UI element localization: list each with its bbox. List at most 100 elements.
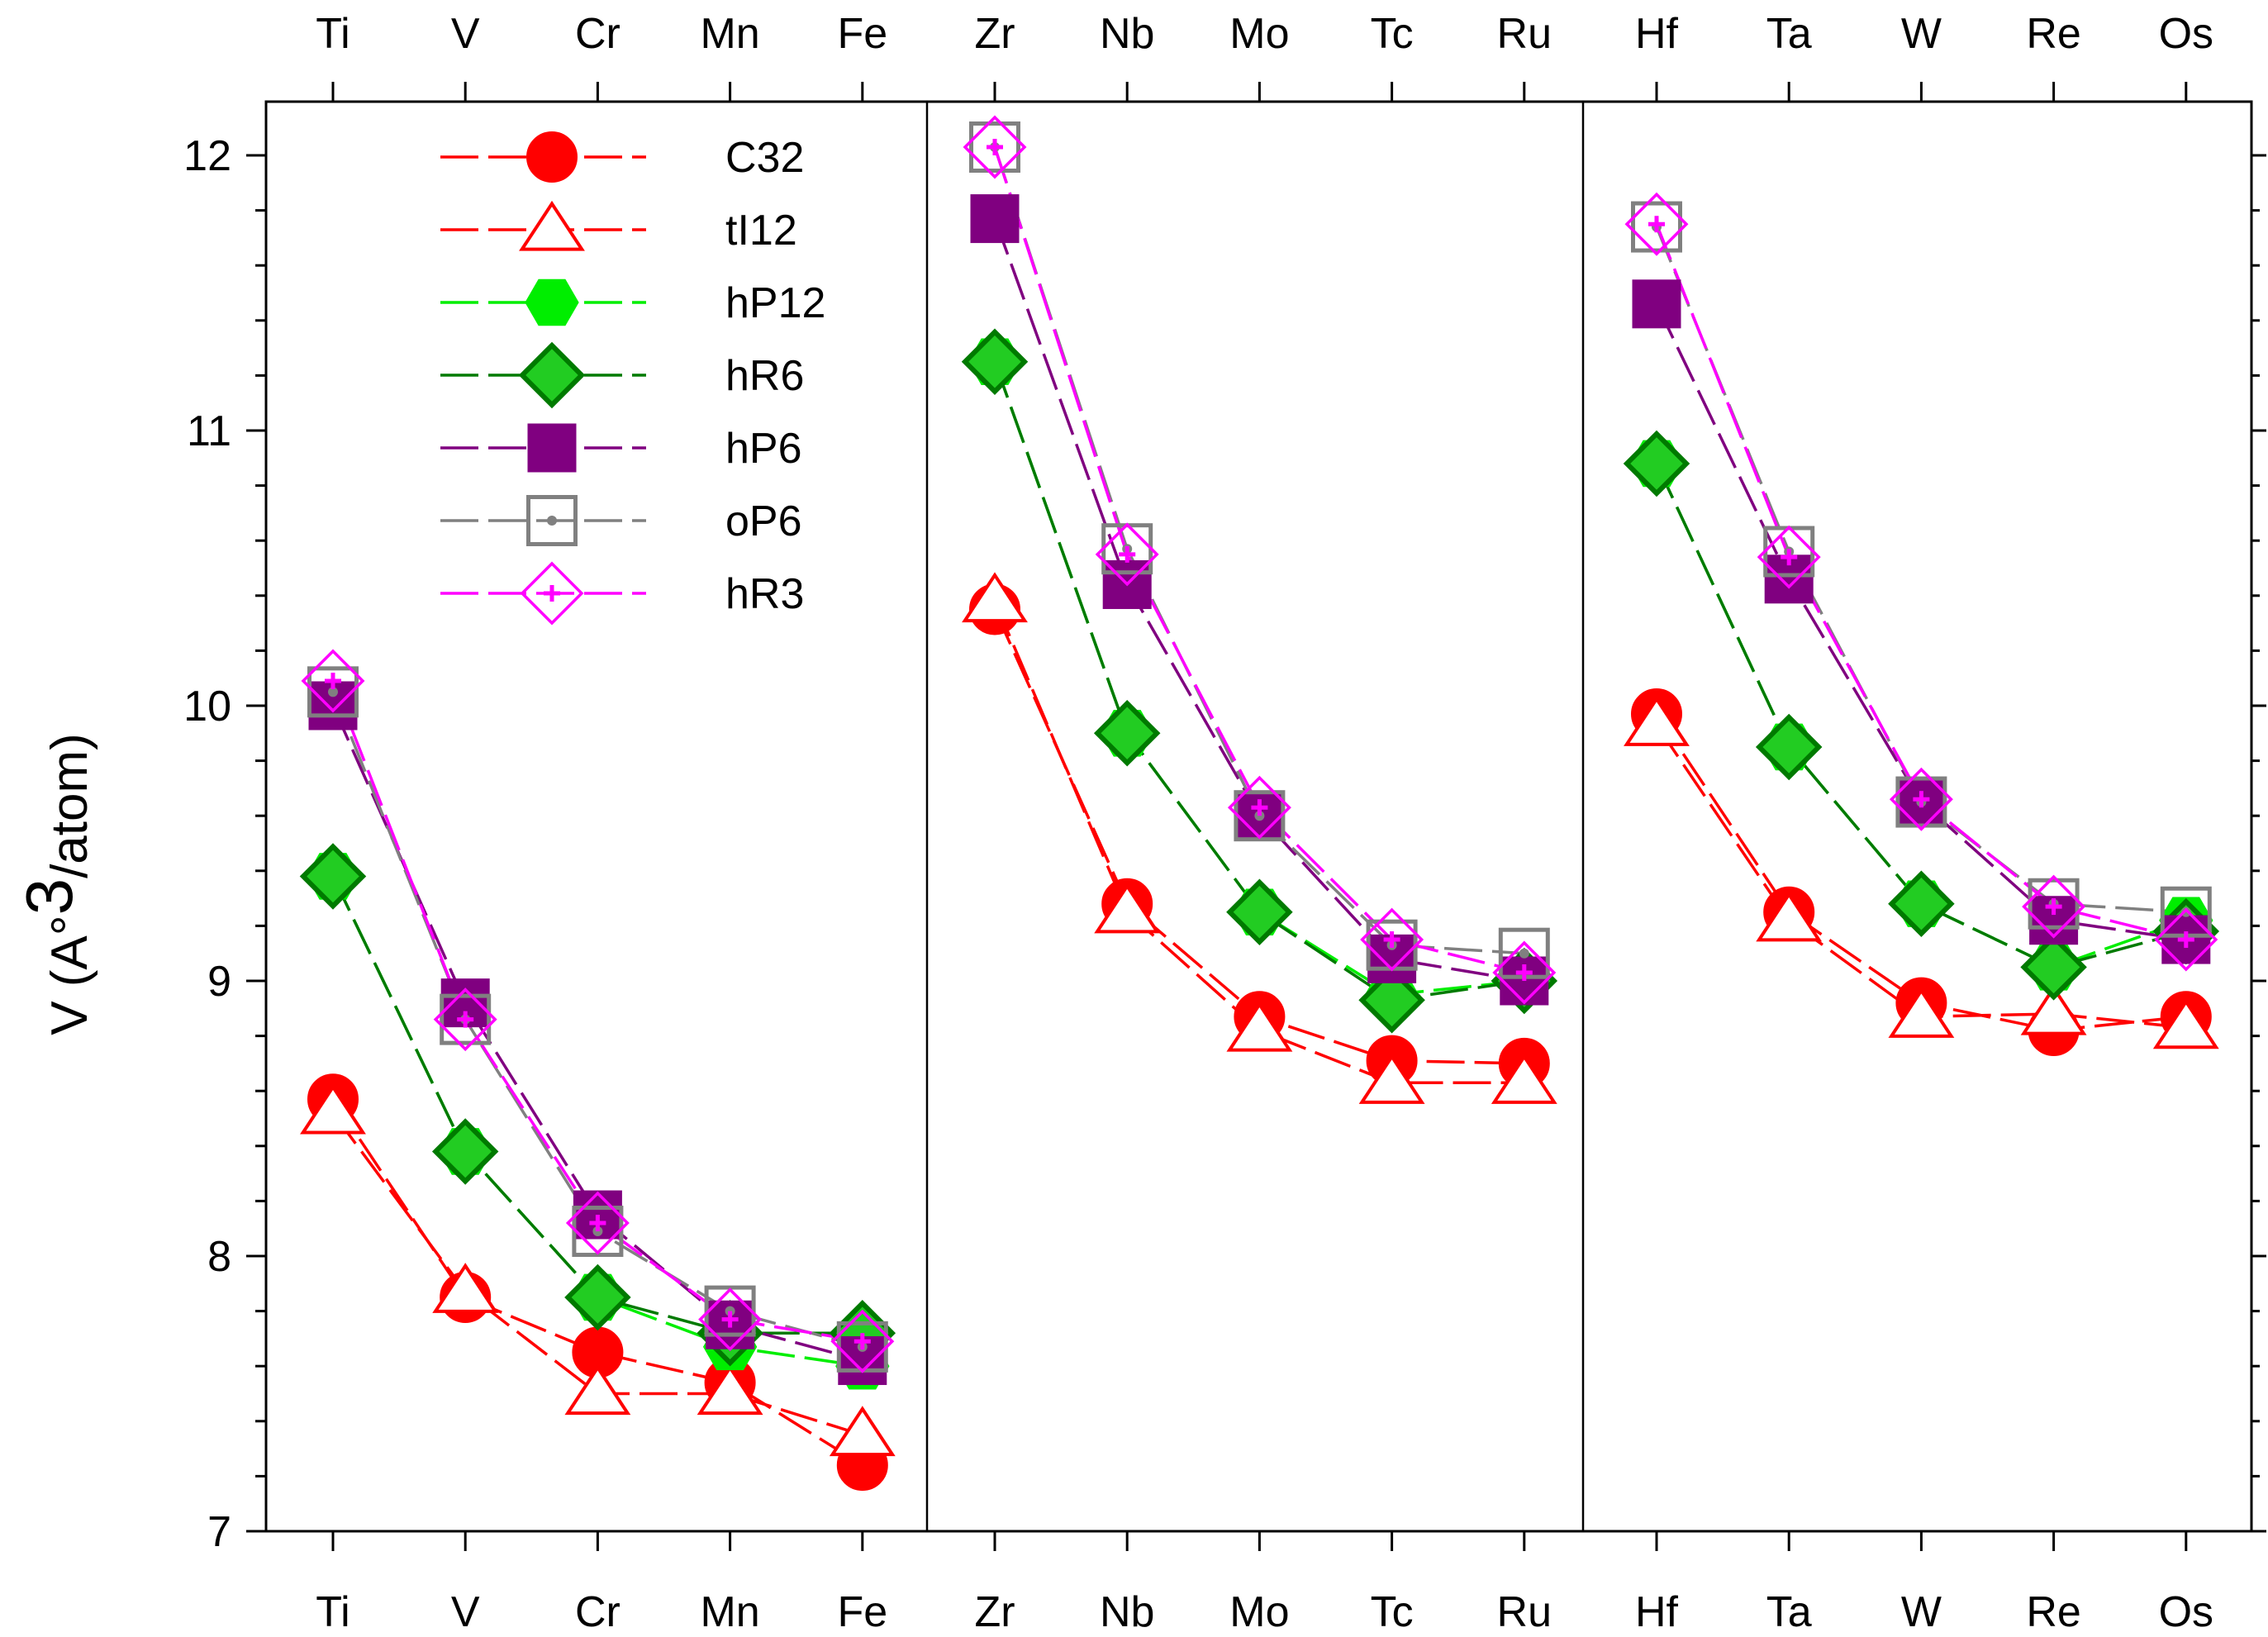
marker-ti12-fe [829,1406,896,1457]
marker-ti12-ta [1756,891,1823,942]
marker-hr3-mn [698,1287,763,1352]
x-tick-label-top: Ti [316,10,349,58]
series-markers [299,115,2220,1492]
marker-hr3-re [2022,874,2086,939]
x-tick-label-bottom: Mo [1229,1588,1289,1636]
marker-ti12-w [1888,987,1955,1038]
series-line-hr3-group-2 [993,146,1525,974]
marker-hr6-zr [961,328,1029,395]
legend-marker-hr6 [518,341,586,409]
series-line-hr6-group-3 [1655,463,2187,969]
x-tick-label-top: Tc [1371,10,1414,58]
x-tick-label-top: Fe [837,10,887,58]
marker-ti12-ru [1491,1054,1557,1104]
tick-labels: 7 8 9 10 11 12 Ti Ti V V Cr Cr Mn Mn Fe Fe Zr Zr Nb Nb Mo Mo T… [183,10,2213,1636]
marker-ti12-hf [1624,696,1690,746]
marker-op6-ti [307,666,359,718]
marker-hp6-hf [1632,279,1681,329]
marker-ti12-v [432,1263,499,1313]
marker-ti12-tc [1358,1054,1425,1104]
y-axis-title: V (A°3/atom) [12,733,98,1035]
y-tick-label: 10 [183,683,231,730]
marker-hp6-zr [970,194,1020,244]
marker-hr6-nb [1093,700,1161,767]
x-tick-label-top: Mo [1229,10,1289,58]
x-tick-label-bottom: Fe [837,1588,887,1636]
marker-hr3-zr [963,115,1027,179]
y-tick-label: 11 [187,407,231,455]
legend-entry-ti12: tI12 [440,200,797,255]
marker-hr3-fe [830,1309,895,1373]
legend-entry-hp6: hP6 [440,423,802,473]
legend-label-hp12: hP12 [725,279,825,327]
x-tick-label-bottom: Mn [700,1588,759,1636]
y-tick-label: 12 [183,132,231,180]
marker-hr6-re [2020,934,2087,1001]
legend: C32 tI12 hP12 hR6 hP6 oP6 hR3 [440,131,825,626]
marker-hr3-os [2154,907,2218,972]
legend-entry-c32: C32 [440,131,804,183]
x-tick-label-top: Os [2159,10,2213,58]
x-tick-label-bottom: Ru [1497,1588,1552,1636]
legend-entry-hp12: hP12 [440,278,825,327]
axes-frame [246,82,2266,1551]
x-tick-label-top: Mn [700,10,759,58]
marker-hr6-hf [1623,430,1690,497]
marker-hr6-w [1888,870,1955,938]
marker-hr3-ru [1492,940,1557,1005]
x-tick-label-top: Cr [575,10,620,58]
x-tick-label-top: Hf [1635,10,1679,58]
x-tick-label-top: Ru [1497,10,1552,58]
marker-ti12-nb [1094,883,1161,934]
y-tick-label: 8 [207,1233,231,1281]
marker-ti12-re [2020,984,2087,1035]
marker-ti12-mo [1226,1001,1293,1052]
marker-hr3-ti [301,649,365,713]
x-tick-label-bottom: Tc [1371,1588,1414,1636]
marker-hr6-cr [564,1263,631,1331]
marker-hr6-mo [1226,878,1293,945]
marker-hr6-tc [1358,967,1425,1034]
x-tick-label-top: Zr [974,10,1015,58]
x-tick-label-bottom: Zr [974,1588,1015,1636]
legend-marker-ti12 [519,200,585,251]
x-tick-label-bottom: Ta [1766,1588,1812,1636]
legend-marker-op6 [526,495,578,546]
marker-hr3-mo [1227,775,1291,840]
marker-hr3-tc [1360,907,1424,972]
marker-ti12-ti [300,1083,366,1135]
marker-ti12-cr [564,1364,631,1416]
marker-hr6-ta [1755,713,1823,781]
x-tick-label-bottom: Hf [1635,1588,1679,1636]
legend-entry-hr6: hR6 [440,341,804,409]
legend-label-c32: C32 [725,134,804,182]
marker-hr6-v [431,1118,499,1185]
legend-label-op6: oP6 [725,497,802,545]
marker-hr3-v [433,987,497,1052]
x-tick-label-top: W [1901,10,1942,58]
legend-label-hp6: hP6 [725,425,802,473]
marker-ti12-os [2152,998,2219,1049]
marker-hr3-cr [565,1191,630,1255]
marker-hr3-w [1889,767,1953,831]
x-tick-label-top: V [451,10,480,58]
legend-label-ti12: tI12 [725,207,797,255]
legend-label-hr3: hR3 [725,570,804,618]
legend-marker-hp12 [525,278,579,326]
x-tick-label-top: Nb [1100,10,1154,58]
marker-hr3-nb [1095,522,1159,587]
x-tick-label-bottom: Cr [575,1588,620,1636]
legend-entry-hr3: hR3 [440,561,804,626]
legend-entry-op6: oP6 [440,495,802,546]
legend-label-hr6: hR6 [725,352,804,400]
legend-marker-c32 [526,131,578,183]
y-tick-label: 7 [207,1508,231,1556]
marker-ti12-zr [962,572,1028,623]
marker-hr6-ti [299,843,367,910]
x-tick-label-bottom: Re [2026,1588,2080,1636]
x-tick-label-bottom: Os [2159,1588,2213,1636]
marker-hr3-ta [1757,525,1821,589]
x-tick-label-top: Re [2026,10,2080,58]
